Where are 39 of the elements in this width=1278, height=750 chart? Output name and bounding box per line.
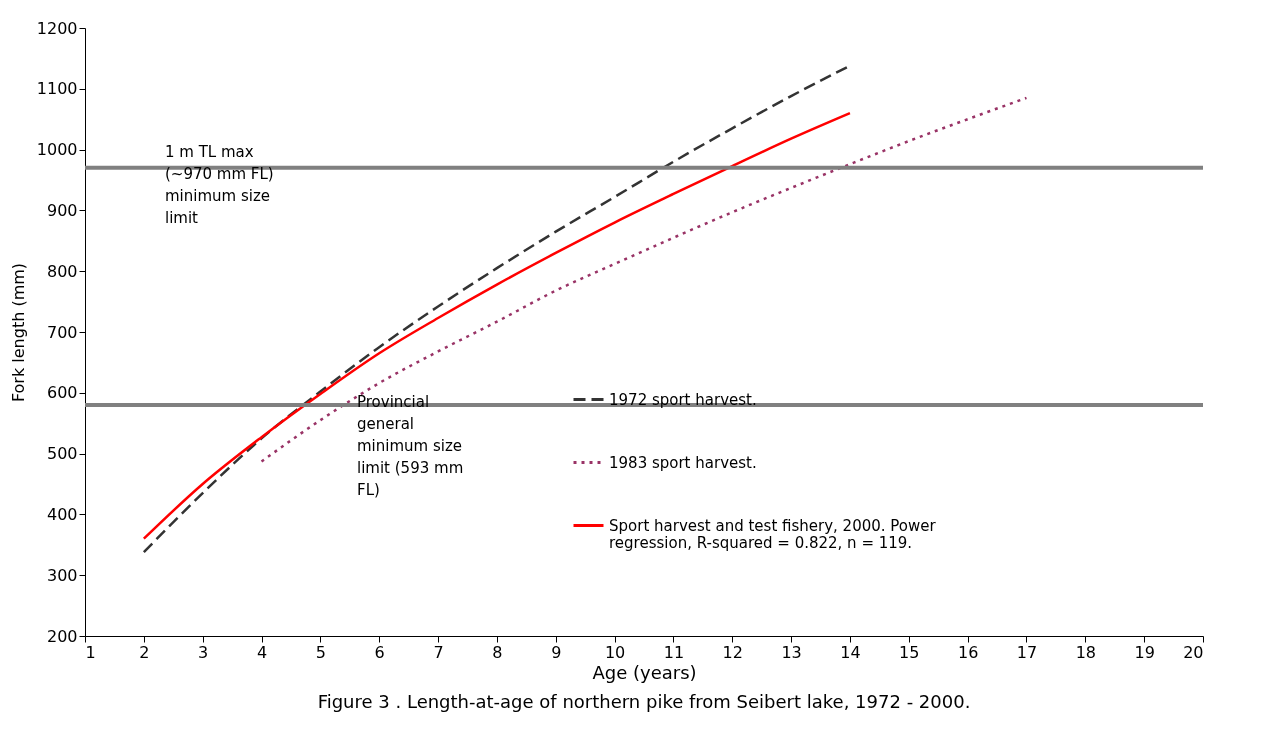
x-tick-label: 19	[1134, 642, 1155, 662]
x-tick-label: 7	[433, 642, 444, 662]
x-tick-label: 17	[1016, 642, 1038, 662]
x-tick-label: 13	[781, 642, 802, 662]
y-tick-label: 900	[46, 200, 78, 220]
x-tick-label: 4	[256, 642, 268, 662]
legend-label: 1972 sport harvest.	[609, 390, 757, 409]
x-tick-label: 14	[840, 642, 861, 662]
x-tick-label: 10	[604, 642, 626, 662]
ref-line-label: Provincial general minimum size limit (593 mm FL)	[357, 392, 464, 499]
y-tick-label: 800	[46, 261, 78, 281]
ref-line-label: 1 m TL max (~970 mm FL) minimum size limit	[165, 142, 274, 227]
y-axis-title: Fork length (mm)	[8, 262, 28, 403]
x-tick-label: 6	[374, 642, 385, 662]
x-tick-label: 2	[139, 642, 150, 662]
y-tick-label: 500	[46, 444, 78, 464]
y-tick-label: 200	[46, 626, 78, 646]
x-axis-title: Age (years)	[592, 661, 697, 683]
y-tick-label: 400	[46, 504, 78, 524]
y-tick-label: 1100	[36, 79, 78, 99]
x-tick-label: 15	[899, 642, 920, 662]
x-tick-label: 16	[957, 642, 979, 662]
y-tick-label: 600	[46, 383, 78, 403]
y-tick-label: 300	[46, 565, 78, 585]
legend-label: Sport harvest and test fishery, 2000. Power regression, R-squared = 0.822, n = 119.	[609, 516, 937, 552]
text: Figure 3 . Length-at-age of northern pike from Seibert lake, 1972 - 2000.	[317, 691, 971, 712]
x-tick-label: 1	[85, 642, 96, 662]
x-tick-label: 18	[1075, 642, 1096, 662]
x-tick-label: 8	[492, 642, 503, 662]
legend-label: 1983 sport harvest.	[609, 453, 757, 472]
x-tick-label: 5	[315, 642, 326, 662]
x-tick-label: 12	[722, 642, 743, 662]
x-tick-label: 9	[551, 642, 562, 662]
x-tick-label: 11	[663, 642, 685, 662]
x-tick-label: 20	[1183, 642, 1204, 662]
x-tick-label: 3	[198, 642, 209, 662]
y-tick-label: 1000	[36, 140, 78, 160]
y-tick-label: 1200	[36, 18, 78, 38]
y-tick-label: 700	[46, 322, 78, 342]
